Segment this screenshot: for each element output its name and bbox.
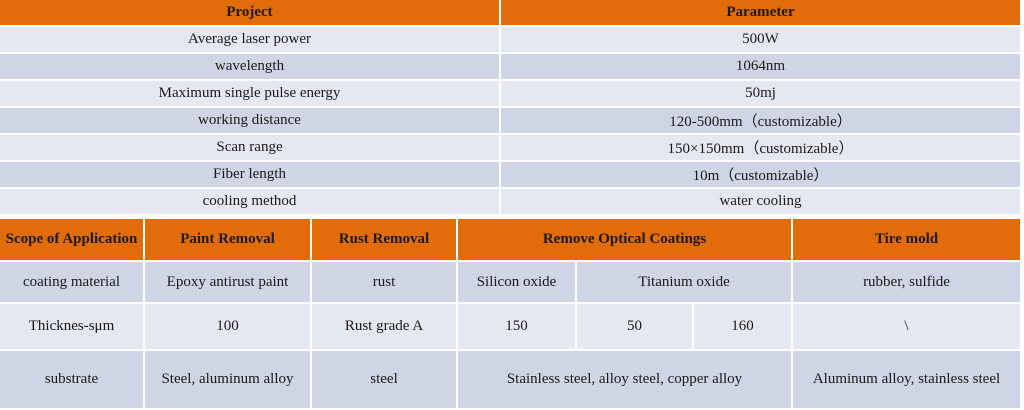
spec-table: Project Parameter Average laser power 50… xyxy=(0,0,1022,216)
cell-rust: Rust grade A xyxy=(311,303,458,351)
cell-optical-1: Silicon oxide xyxy=(457,261,577,304)
cell-optical-2: Titanium oxide xyxy=(576,261,793,304)
spec-row: Fiber length 10m（customizable） xyxy=(0,161,1022,189)
spec-value: water cooling xyxy=(500,188,1022,216)
cell-paint: Steel, aluminum alloy xyxy=(144,350,312,410)
spec-value: 50mj xyxy=(500,80,1022,108)
spec-row: Scan range 150×150mm（customizable） xyxy=(0,134,1022,162)
spec-row: Maximum single pulse energy 50mj xyxy=(0,80,1022,108)
row-label: coating material xyxy=(0,261,145,304)
header-optical-coatings: Remove Optical Coatings xyxy=(457,219,793,262)
spec-row: wavelength 1064nm xyxy=(0,53,1022,81)
coating-row: coating material Epoxy antirust paint ru… xyxy=(0,261,1022,304)
spec-row: cooling method water cooling xyxy=(0,188,1022,216)
spec-value: 10m（customizable） xyxy=(500,161,1022,189)
spec-label: cooling method xyxy=(0,188,501,216)
cell-optical: Stainless steel, alloy steel, copper all… xyxy=(457,350,793,410)
cell-tire: \ xyxy=(792,303,1022,351)
cell-optical-2: 50 xyxy=(576,303,694,351)
spec-value: 120-500mm（customizable） xyxy=(500,107,1022,135)
substrate-row: substrate Steel, aluminum alloy steel St… xyxy=(0,350,1022,410)
spec-header-row: Project Parameter xyxy=(0,0,1022,27)
spec-label: Average laser power xyxy=(0,26,501,54)
spec-row: Average laser power 500W xyxy=(0,26,1022,54)
spec-label: Maximum single pulse energy xyxy=(0,80,501,108)
cell-paint: 100 xyxy=(144,303,312,351)
thickness-row: Thicknes-sμm 100 Rust grade A 150 50 160… xyxy=(0,303,1022,351)
cell-tire: Aluminum alloy, stainless steel xyxy=(792,350,1022,410)
application-header-row: Scope of Application Paint Removal Rust … xyxy=(0,219,1022,262)
spec-label: working distance xyxy=(0,107,501,135)
spec-label: Scan range xyxy=(0,134,501,162)
spec-label: Fiber length xyxy=(0,161,501,189)
spec-row: working distance 120-500mm（customizable） xyxy=(0,107,1022,135)
cell-rust: steel xyxy=(311,350,458,410)
header-scope: Scope of Application xyxy=(0,219,145,262)
header-rust-removal: Rust Removal xyxy=(311,219,458,262)
spec-value: 150×150mm（customizable） xyxy=(500,134,1022,162)
application-table: Scope of Application Paint Removal Rust … xyxy=(0,219,1022,410)
cell-rust: rust xyxy=(311,261,458,304)
header-project: Project xyxy=(0,0,501,27)
row-label: substrate xyxy=(0,350,145,410)
cell-optical-3: 160 xyxy=(693,303,793,351)
row-label: Thicknes-sμm xyxy=(0,303,145,351)
cell-paint: Epoxy antirust paint xyxy=(144,261,312,304)
spec-value: 1064nm xyxy=(500,53,1022,81)
spec-value: 500W xyxy=(500,26,1022,54)
spec-label: wavelength xyxy=(0,53,501,81)
header-tire-mold: Tire mold xyxy=(792,219,1022,262)
cell-optical-1: 150 xyxy=(457,303,577,351)
cell-tire: rubber, sulfide xyxy=(792,261,1022,304)
header-paint-removal: Paint Removal xyxy=(144,219,312,262)
header-parameter: Parameter xyxy=(500,0,1022,27)
